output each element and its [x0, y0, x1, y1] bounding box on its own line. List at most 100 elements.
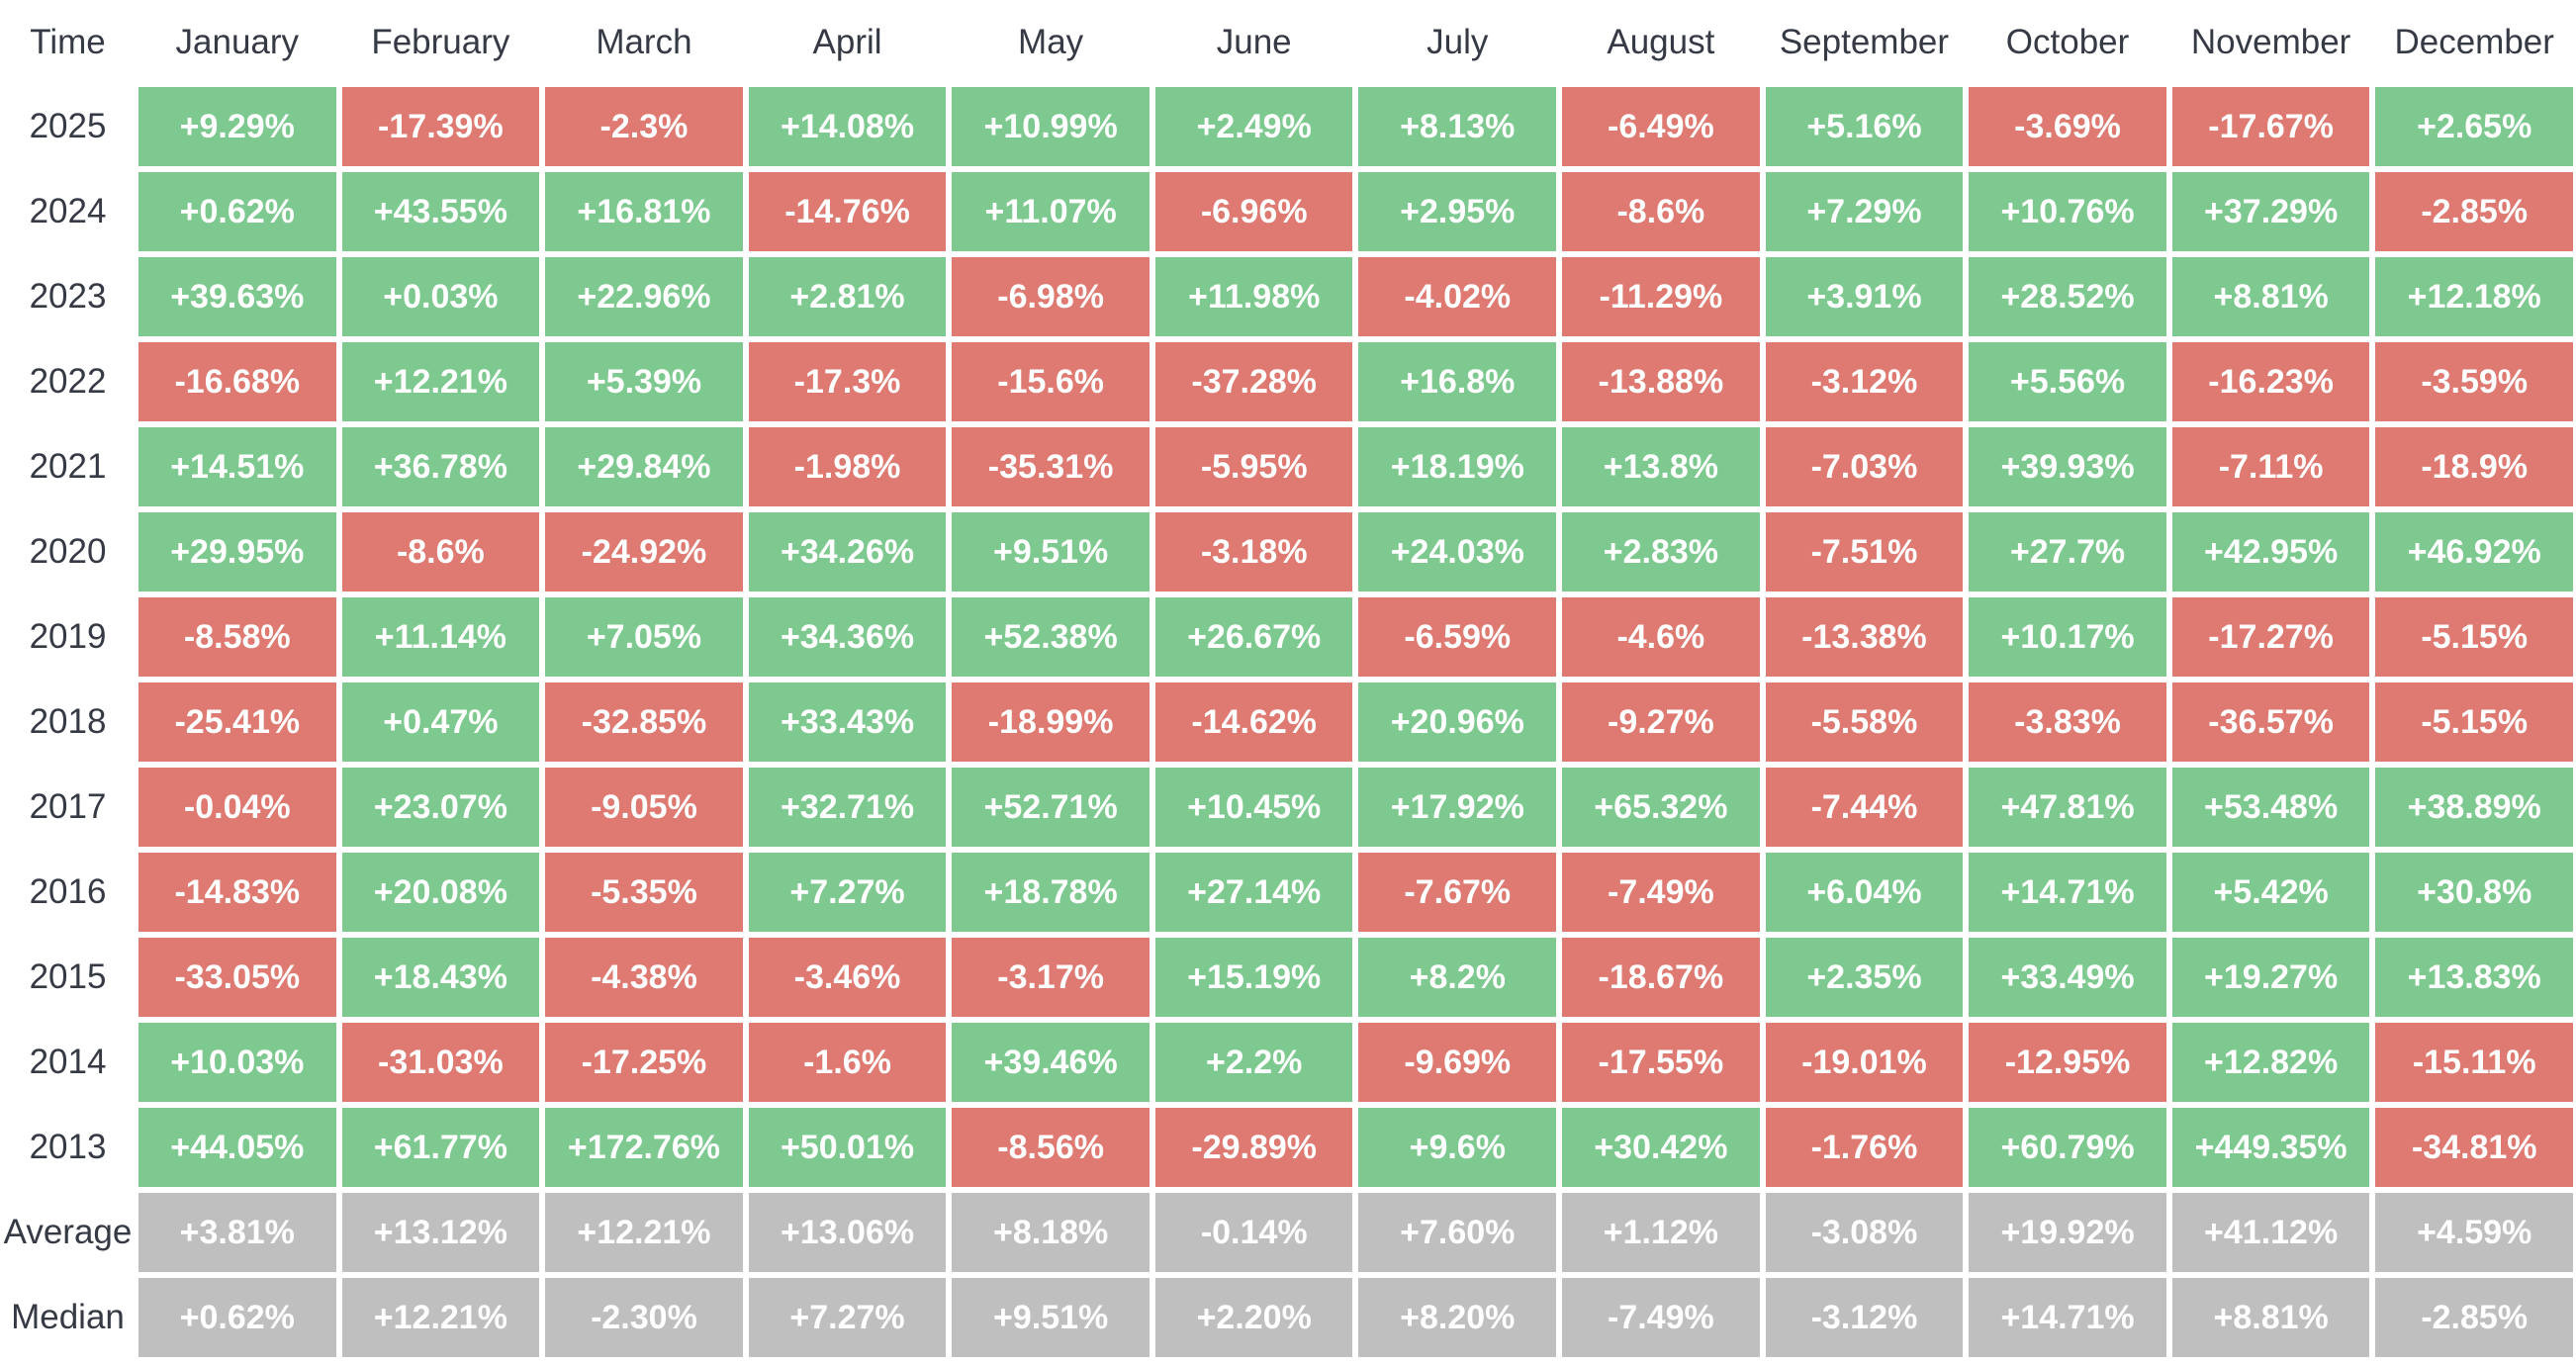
return-cell: +11.14%	[341, 597, 540, 677]
cell-wrapper: +2.49%	[1152, 84, 1356, 169]
cell-wrapper: -9.27%	[1559, 680, 1763, 765]
return-cell: +9.29%	[138, 87, 336, 166]
time-column-header: Time	[30, 22, 106, 61]
cell-wrapper: -12.95%	[1966, 1020, 2169, 1105]
cell-wrapper: +2.83%	[1559, 509, 1763, 594]
return-cell: +44.05%	[138, 1108, 336, 1187]
cell-wrapper: +34.36%	[746, 594, 950, 680]
return-cell: +0.47%	[341, 682, 540, 762]
return-cell: +17.92%	[1358, 768, 1557, 847]
return-cell: -7.49%	[1562, 853, 1760, 932]
cell-wrapper: +8.13%	[1355, 84, 1559, 169]
month-column-header: May	[1018, 22, 1084, 61]
cell-wrapper: +10.99%	[949, 84, 1152, 169]
cell-wrapper: +42.95%	[2169, 509, 2373, 594]
cell-wrapper: -4.38%	[542, 935, 746, 1020]
return-cell: -17.55%	[1562, 1023, 1760, 1102]
cell-wrapper: -15.6%	[949, 339, 1152, 424]
return-cell: +3.81%	[138, 1193, 336, 1272]
cell-wrapper: -6.49%	[1559, 84, 1763, 169]
row-label: 2013	[29, 1128, 107, 1166]
cell-wrapper: -8.6%	[1559, 169, 1763, 254]
return-cell: +8.13%	[1358, 87, 1557, 166]
cell-wrapper: +39.46%	[949, 1020, 1152, 1105]
return-cell: -5.15%	[2375, 682, 2573, 762]
cell-wrapper: -17.3%	[746, 339, 950, 424]
year-row: 2022 -16.68% +12.21% +5.39% -17.3% -15.6% -37.…	[0, 339, 2576, 424]
cell-wrapper: +0.62%	[136, 169, 339, 254]
return-cell: +8.81%	[2171, 1278, 2370, 1357]
cell-wrapper: +2.95%	[1355, 169, 1559, 254]
return-cell: +22.96%	[545, 257, 743, 336]
cell-wrapper: +20.96%	[1355, 680, 1559, 765]
cell-wrapper: -7.67%	[1355, 850, 1559, 935]
month-column-header: April	[812, 22, 882, 61]
cell-wrapper: -7.51%	[1763, 509, 1967, 594]
cell-wrapper: -18.67%	[1559, 935, 1763, 1020]
return-cell: +7.27%	[748, 853, 947, 932]
cell-wrapper: +16.8%	[1355, 339, 1559, 424]
cell-wrapper: -14.62%	[1152, 680, 1356, 765]
cell-wrapper: +18.43%	[339, 935, 543, 1020]
return-cell: -15.6%	[952, 342, 1150, 421]
cell-wrapper: -17.55%	[1559, 1020, 1763, 1105]
cell-wrapper: -2.3%	[542, 84, 746, 169]
cell-wrapper: +30.42%	[1559, 1105, 1763, 1190]
cell-wrapper: -7.03%	[1763, 424, 1967, 509]
cell-wrapper: +11.07%	[949, 169, 1152, 254]
cell-wrapper: +30.8%	[2372, 850, 2576, 935]
cell-wrapper: -2.85%	[2372, 1275, 2576, 1360]
cell-wrapper: +172.76%	[542, 1105, 746, 1190]
return-cell: -31.03%	[341, 1023, 540, 1102]
return-cell: +8.18%	[952, 1193, 1150, 1272]
cell-wrapper: +19.27%	[2169, 935, 2373, 1020]
cell-wrapper: -14.76%	[746, 169, 950, 254]
row-label: Average	[3, 1213, 133, 1251]
cell-wrapper: -25.41%	[136, 680, 339, 765]
cell-wrapper: +12.82%	[2169, 1020, 2373, 1105]
return-cell: -35.31%	[952, 427, 1150, 506]
cell-wrapper: +33.49%	[1966, 935, 2169, 1020]
cell-wrapper: -3.12%	[1763, 1275, 1967, 1360]
cell-wrapper: -8.6%	[339, 509, 543, 594]
cell-wrapper: -3.12%	[1763, 339, 1967, 424]
cell-wrapper: +9.29%	[136, 84, 339, 169]
month-column-header: November	[2190, 22, 2351, 61]
cell-wrapper: -2.85%	[2372, 169, 2576, 254]
cell-wrapper: +34.26%	[746, 509, 950, 594]
cell-wrapper: +36.78%	[339, 424, 543, 509]
return-cell: -3.12%	[1765, 1278, 1964, 1357]
cell-wrapper: +39.63%	[136, 254, 339, 339]
cell-wrapper: -32.85%	[542, 680, 746, 765]
return-cell: -3.59%	[2375, 342, 2573, 421]
cell-wrapper: +17.92%	[1355, 765, 1559, 850]
return-cell: +0.03%	[341, 257, 540, 336]
return-cell: +33.43%	[748, 682, 947, 762]
cell-wrapper: -8.58%	[136, 594, 339, 680]
cell-wrapper: -18.9%	[2372, 424, 2576, 509]
cell-wrapper: +65.32%	[1559, 765, 1763, 850]
row-label: 2016	[29, 872, 107, 911]
return-cell: -8.58%	[138, 597, 336, 677]
return-cell: +9.51%	[952, 1278, 1150, 1357]
cell-wrapper: +13.83%	[2372, 935, 2576, 1020]
return-cell: -19.01%	[1765, 1023, 1964, 1102]
return-cell: -9.05%	[545, 768, 743, 847]
return-cell: -9.27%	[1562, 682, 1760, 762]
header-row: Time January February March April May June July…	[0, 0, 2576, 84]
cell-wrapper: -9.05%	[542, 765, 746, 850]
cell-wrapper: +2.20%	[1152, 1275, 1356, 1360]
return-cell: -8.6%	[1562, 172, 1760, 251]
return-cell: -6.98%	[952, 257, 1150, 336]
return-cell: +10.76%	[1969, 172, 2166, 251]
return-cell: +39.46%	[952, 1023, 1150, 1102]
row-label: 2017	[29, 787, 107, 826]
return-cell: -3.17%	[952, 938, 1150, 1017]
cell-wrapper: +46.92%	[2372, 509, 2576, 594]
return-cell: -3.46%	[748, 938, 947, 1017]
month-column-header: January	[175, 22, 300, 61]
cell-wrapper: +38.89%	[2372, 765, 2576, 850]
cell-wrapper: +3.81%	[136, 1190, 339, 1275]
return-cell: +13.12%	[341, 1193, 540, 1272]
return-cell: +53.48%	[2171, 768, 2370, 847]
